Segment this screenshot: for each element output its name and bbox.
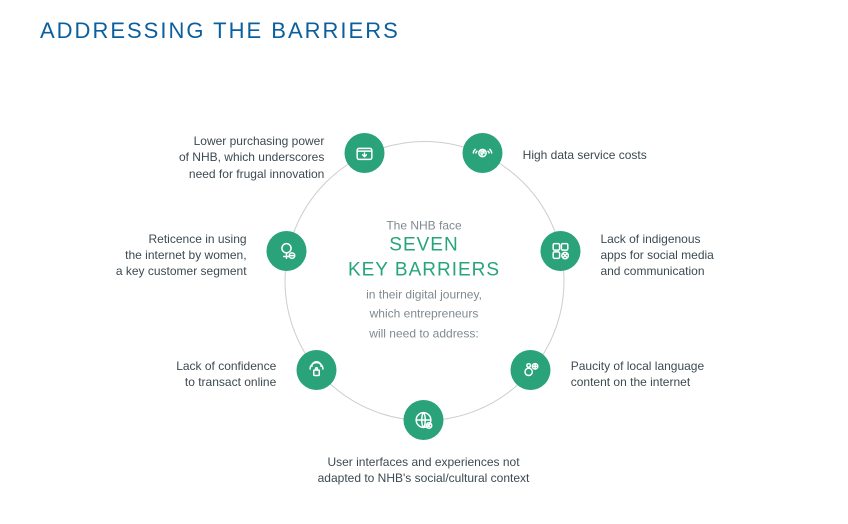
center-big1: SEVEN <box>314 234 534 256</box>
node-data-cost <box>463 133 503 173</box>
center-line4: will need to address: <box>314 324 534 343</box>
node-purchasing <box>344 133 384 173</box>
center-big2: KEY BARRIERS <box>314 260 534 282</box>
center-text: The NHB face SEVEN KEY BARRIERS in their… <box>314 218 534 343</box>
barriers-diagram: The NHB face SEVEN KEY BARRIERS in their… <box>424 280 425 281</box>
center-line3: which entrepreneurs <box>314 305 534 324</box>
node-ui-ux <box>404 400 444 440</box>
center-line2: in their digital journey, <box>314 286 534 305</box>
page-title: ADDRESSING THE BARRIERS <box>40 18 400 44</box>
node-confidence <box>296 350 336 390</box>
node-apps <box>540 231 580 271</box>
node-local-lang <box>511 350 551 390</box>
node-women <box>267 231 307 271</box>
center-line1: The NHB face <box>314 218 534 232</box>
